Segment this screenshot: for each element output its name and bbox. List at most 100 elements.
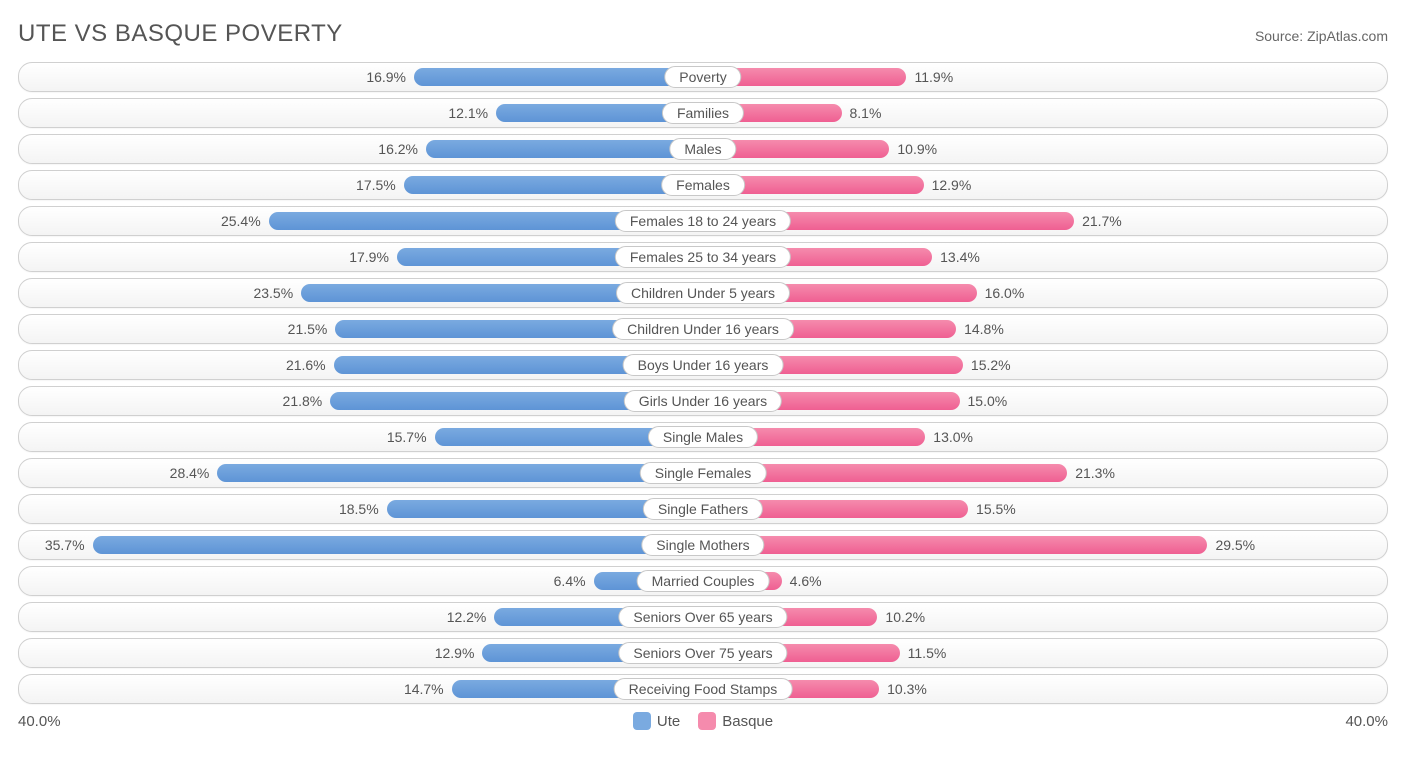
- chart-header: UTE VS BASQUE POVERTY Source: ZipAtlas.c…: [18, 20, 1388, 48]
- right-half: 21.3%: [703, 459, 1387, 487]
- value-ute: 21.5%: [280, 321, 336, 337]
- source-attribution: Source: ZipAtlas.com: [1255, 28, 1388, 44]
- category-label: Single Males: [648, 426, 758, 448]
- left-half: 21.6%: [19, 351, 703, 379]
- value-ute: 15.7%: [379, 429, 435, 445]
- chart-row: 21.6%15.2%Boys Under 16 years: [18, 350, 1388, 380]
- right-half: 10.3%: [703, 675, 1387, 703]
- value-basque: 21.3%: [1067, 465, 1123, 481]
- left-half: 6.4%: [19, 567, 703, 595]
- category-label: Girls Under 16 years: [624, 390, 782, 412]
- legend-swatch-basque: [698, 712, 716, 730]
- chart-row: 14.7% 10.3% Receiving Food Stamps: [18, 674, 1388, 704]
- category-label: Single Females: [640, 462, 767, 484]
- value-basque: 13.4%: [932, 249, 988, 265]
- chart-row: 23.5%16.0%Children Under 5 years: [18, 278, 1388, 308]
- chart-row: 15.7% 13.0% Single Males: [18, 422, 1388, 452]
- left-half: 23.5%: [19, 279, 703, 307]
- diverging-bar-chart: 16.9%11.9%Poverty12.1%8.1%Families16.2%1…: [10, 62, 1396, 704]
- right-half: 29.5%: [703, 531, 1387, 559]
- value-basque: 12.9%: [924, 177, 980, 193]
- chart-row: 16.9% 11.9% Poverty: [18, 62, 1388, 92]
- chart-row: 16.2% 10.9% Males: [18, 134, 1388, 164]
- value-basque: 10.2%: [877, 609, 933, 625]
- value-basque: 21.7%: [1074, 213, 1130, 229]
- category-label: Females 18 to 24 years: [615, 210, 791, 232]
- source-name: ZipAtlas.com: [1307, 28, 1388, 44]
- value-basque: 15.2%: [963, 357, 1019, 373]
- value-basque: 29.5%: [1207, 537, 1263, 553]
- value-ute: 14.7%: [396, 681, 452, 697]
- category-label: Single Fathers: [643, 498, 763, 520]
- left-half: 17.9%: [19, 243, 703, 271]
- value-basque: 15.0%: [960, 393, 1016, 409]
- category-label: Children Under 16 years: [612, 318, 794, 340]
- category-label: Receiving Food Stamps: [614, 678, 793, 700]
- left-half: 16.9%: [19, 63, 703, 91]
- chart-row: 21.5% 14.8%Children Under 16 years: [18, 314, 1388, 344]
- legend-label-basque: Basque: [722, 713, 773, 730]
- left-half: 25.4%: [19, 207, 703, 235]
- bar-ute: [426, 140, 703, 158]
- value-ute: 18.5%: [331, 501, 387, 517]
- category-label: Males: [669, 138, 736, 160]
- value-ute: 16.2%: [370, 141, 426, 157]
- left-half: 21.8%: [19, 387, 703, 415]
- bar-ute: [404, 176, 703, 194]
- value-ute: 35.7%: [37, 537, 93, 553]
- right-half: 14.8%: [703, 315, 1387, 343]
- value-ute: 12.1%: [440, 105, 496, 121]
- value-basque: 10.3%: [879, 681, 935, 697]
- category-label: Poverty: [664, 66, 741, 88]
- value-basque: 8.1%: [842, 105, 890, 121]
- left-half: 28.4%: [19, 459, 703, 487]
- category-label: Children Under 5 years: [616, 282, 790, 304]
- right-half: 11.9%: [703, 63, 1387, 91]
- value-ute: 17.5%: [348, 177, 404, 193]
- value-ute: 6.4%: [546, 573, 594, 589]
- value-ute: 21.6%: [278, 357, 334, 373]
- value-ute: 28.4%: [162, 465, 218, 481]
- chart-row: 25.4% 21.7% Females 18 to 24 years: [18, 206, 1388, 236]
- value-basque: 10.9%: [889, 141, 945, 157]
- value-ute: 23.5%: [245, 285, 301, 301]
- legend-swatch-ute: [633, 712, 651, 730]
- axis-max-left: 40.0%: [18, 713, 61, 730]
- left-half: 35.7%: [19, 531, 703, 559]
- left-half: 12.9%: [19, 639, 703, 667]
- category-label: Married Couples: [637, 570, 770, 592]
- source-label: Source:: [1255, 28, 1307, 44]
- left-half: 15.7%: [19, 423, 703, 451]
- bar-ute: [217, 464, 703, 482]
- category-label: Females: [661, 174, 745, 196]
- value-basque: 13.0%: [925, 429, 981, 445]
- legend-item-basque: Basque: [698, 712, 773, 730]
- right-half: 15.5%: [703, 495, 1387, 523]
- value-basque: 11.5%: [900, 645, 955, 661]
- left-half: 12.2%: [19, 603, 703, 631]
- value-ute: 17.9%: [341, 249, 397, 265]
- bar-ute: [414, 68, 703, 86]
- bar-ute: [93, 536, 703, 554]
- legend: Ute Basque: [633, 712, 773, 730]
- value-ute: 16.9%: [358, 69, 414, 85]
- chart-row: 12.2%10.2%Seniors Over 65 years: [18, 602, 1388, 632]
- left-half: 14.7%: [19, 675, 703, 703]
- axis-max-right: 40.0%: [1345, 713, 1388, 730]
- value-basque: 4.6%: [782, 573, 830, 589]
- category-label: Families: [662, 102, 744, 124]
- value-ute: 21.8%: [275, 393, 331, 409]
- chart-row: 17.5% 12.9% Females: [18, 170, 1388, 200]
- legend-label-ute: Ute: [657, 713, 680, 730]
- chart-row: 6.4% 4.6% Married Couples: [18, 566, 1388, 596]
- legend-item-ute: Ute: [633, 712, 680, 730]
- right-half: 11.5%: [703, 639, 1387, 667]
- value-basque: 11.9%: [906, 69, 961, 85]
- chart-row: 12.1% 8.1% Families: [18, 98, 1388, 128]
- value-basque: 15.5%: [968, 501, 1024, 517]
- chart-row: 21.8% 15.0% Girls Under 16 years: [18, 386, 1388, 416]
- value-ute: 12.2%: [439, 609, 495, 625]
- category-label: Seniors Over 75 years: [618, 642, 787, 664]
- left-half: 16.2%: [19, 135, 703, 163]
- chart-row: 28.4% 21.3% Single Females: [18, 458, 1388, 488]
